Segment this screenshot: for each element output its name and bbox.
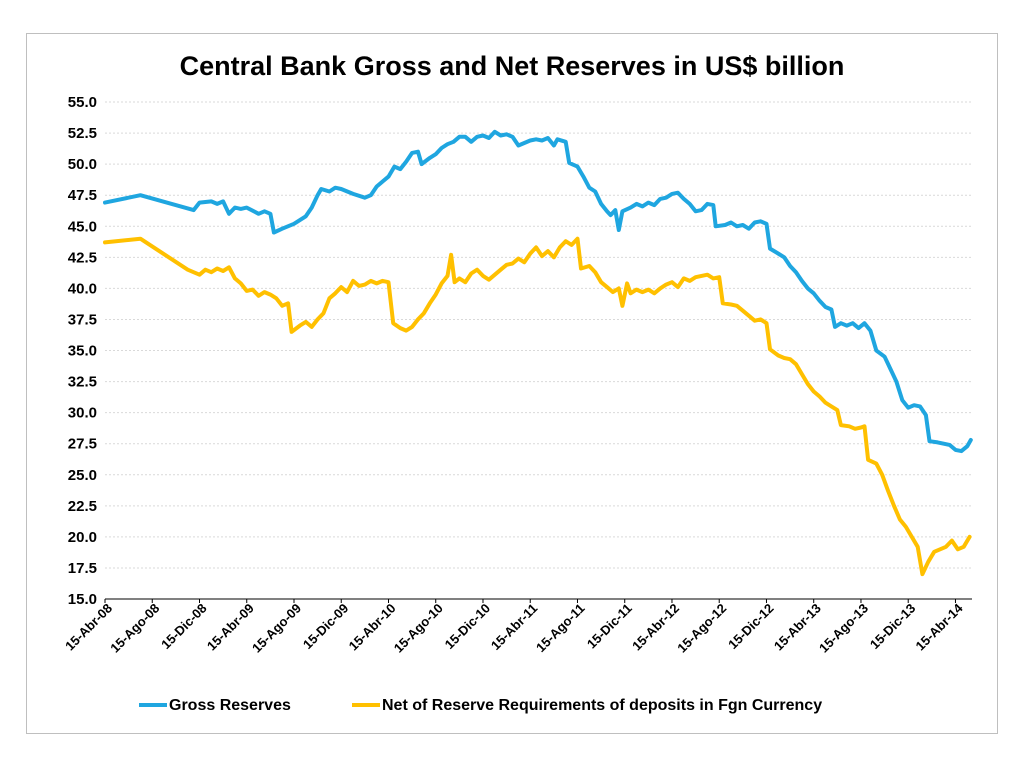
y-tick-label: 40.0 (68, 280, 97, 297)
y-tick-label: 30.0 (68, 405, 97, 422)
y-axis-ticks: 15.0 17.5 20.0 22.5 25.0 27.5 30.0 32.5 35.0 37.5… (68, 94, 97, 608)
legend-label-2: Net of Reserve Requirements of deposits … (382, 697, 822, 714)
x-tick-label: 15-Abr-14 (913, 600, 967, 654)
x-tick-label: 15-Ago-08 (107, 601, 162, 656)
y-tick-label: 35.0 (68, 343, 97, 360)
legend-label-1: Gross Reserves (169, 697, 291, 714)
x-tick-label: 15-Ago-09 (249, 601, 304, 656)
chart-frame: Central Bank Gross and Net Reserves in U… (26, 33, 998, 734)
x-tick-label: 15-Dic-12 (725, 601, 776, 652)
y-tick-label: 55.0 (68, 94, 97, 111)
series-line-2 (103, 236, 972, 577)
y-tick-label: 27.5 (68, 436, 97, 453)
x-tick-label: 15-Ago-10 (391, 601, 446, 656)
y-tick-label: 32.5 (68, 374, 97, 391)
y-tick-label: 47.5 (68, 187, 97, 204)
y-tick-label: 25.0 (68, 467, 97, 484)
y-tick-label: 37.5 (68, 311, 97, 328)
y-tick-label: 52.5 (68, 125, 97, 142)
y-tick-label: 20.0 (68, 529, 97, 546)
y-tick-label: 22.5 (68, 498, 97, 515)
x-axis-ticks: 15-Abr-0815-Ago-0815-Dic-0815-Abr-0915-A… (62, 599, 966, 656)
y-tick-label: 50.0 (68, 156, 97, 173)
y-tick-label: 15.0 (68, 591, 97, 608)
x-tick-label: 15-Ago-12 (674, 601, 729, 656)
legend: Gross Reserves Net of Reserve Requirement… (139, 697, 822, 714)
x-tick-label: 15-Dic-10 (442, 601, 493, 652)
x-tick-label: 15-Dic-13 (867, 601, 918, 652)
series-layer (103, 129, 973, 577)
series-line-1 (103, 129, 973, 454)
y-tick-label: 42.5 (68, 249, 97, 266)
x-tick-label: 15-Ago-11 (533, 601, 588, 656)
x-tick-label: 15-Dic-11 (584, 601, 635, 652)
grid-layer (105, 101, 972, 569)
x-tick-label: 15-Dic-08 (158, 601, 209, 652)
y-tick-label: 45.0 (68, 218, 97, 235)
x-tick-label: 15-Ago-13 (816, 601, 871, 656)
x-tick-label: 15-Dic-09 (300, 601, 351, 652)
chart-canvas: Central Bank Gross and Net Reserves in U… (62, 51, 973, 714)
chart-title: Central Bank Gross and Net Reserves in U… (180, 51, 845, 81)
y-tick-label: 17.5 (68, 560, 97, 577)
